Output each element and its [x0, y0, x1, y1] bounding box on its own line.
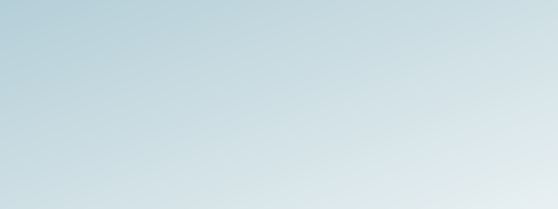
- Text: Which of the following is NOT a requirement of testing a claim
about the mean of: Which of the following is NOT a requirem…: [10, 9, 486, 173]
